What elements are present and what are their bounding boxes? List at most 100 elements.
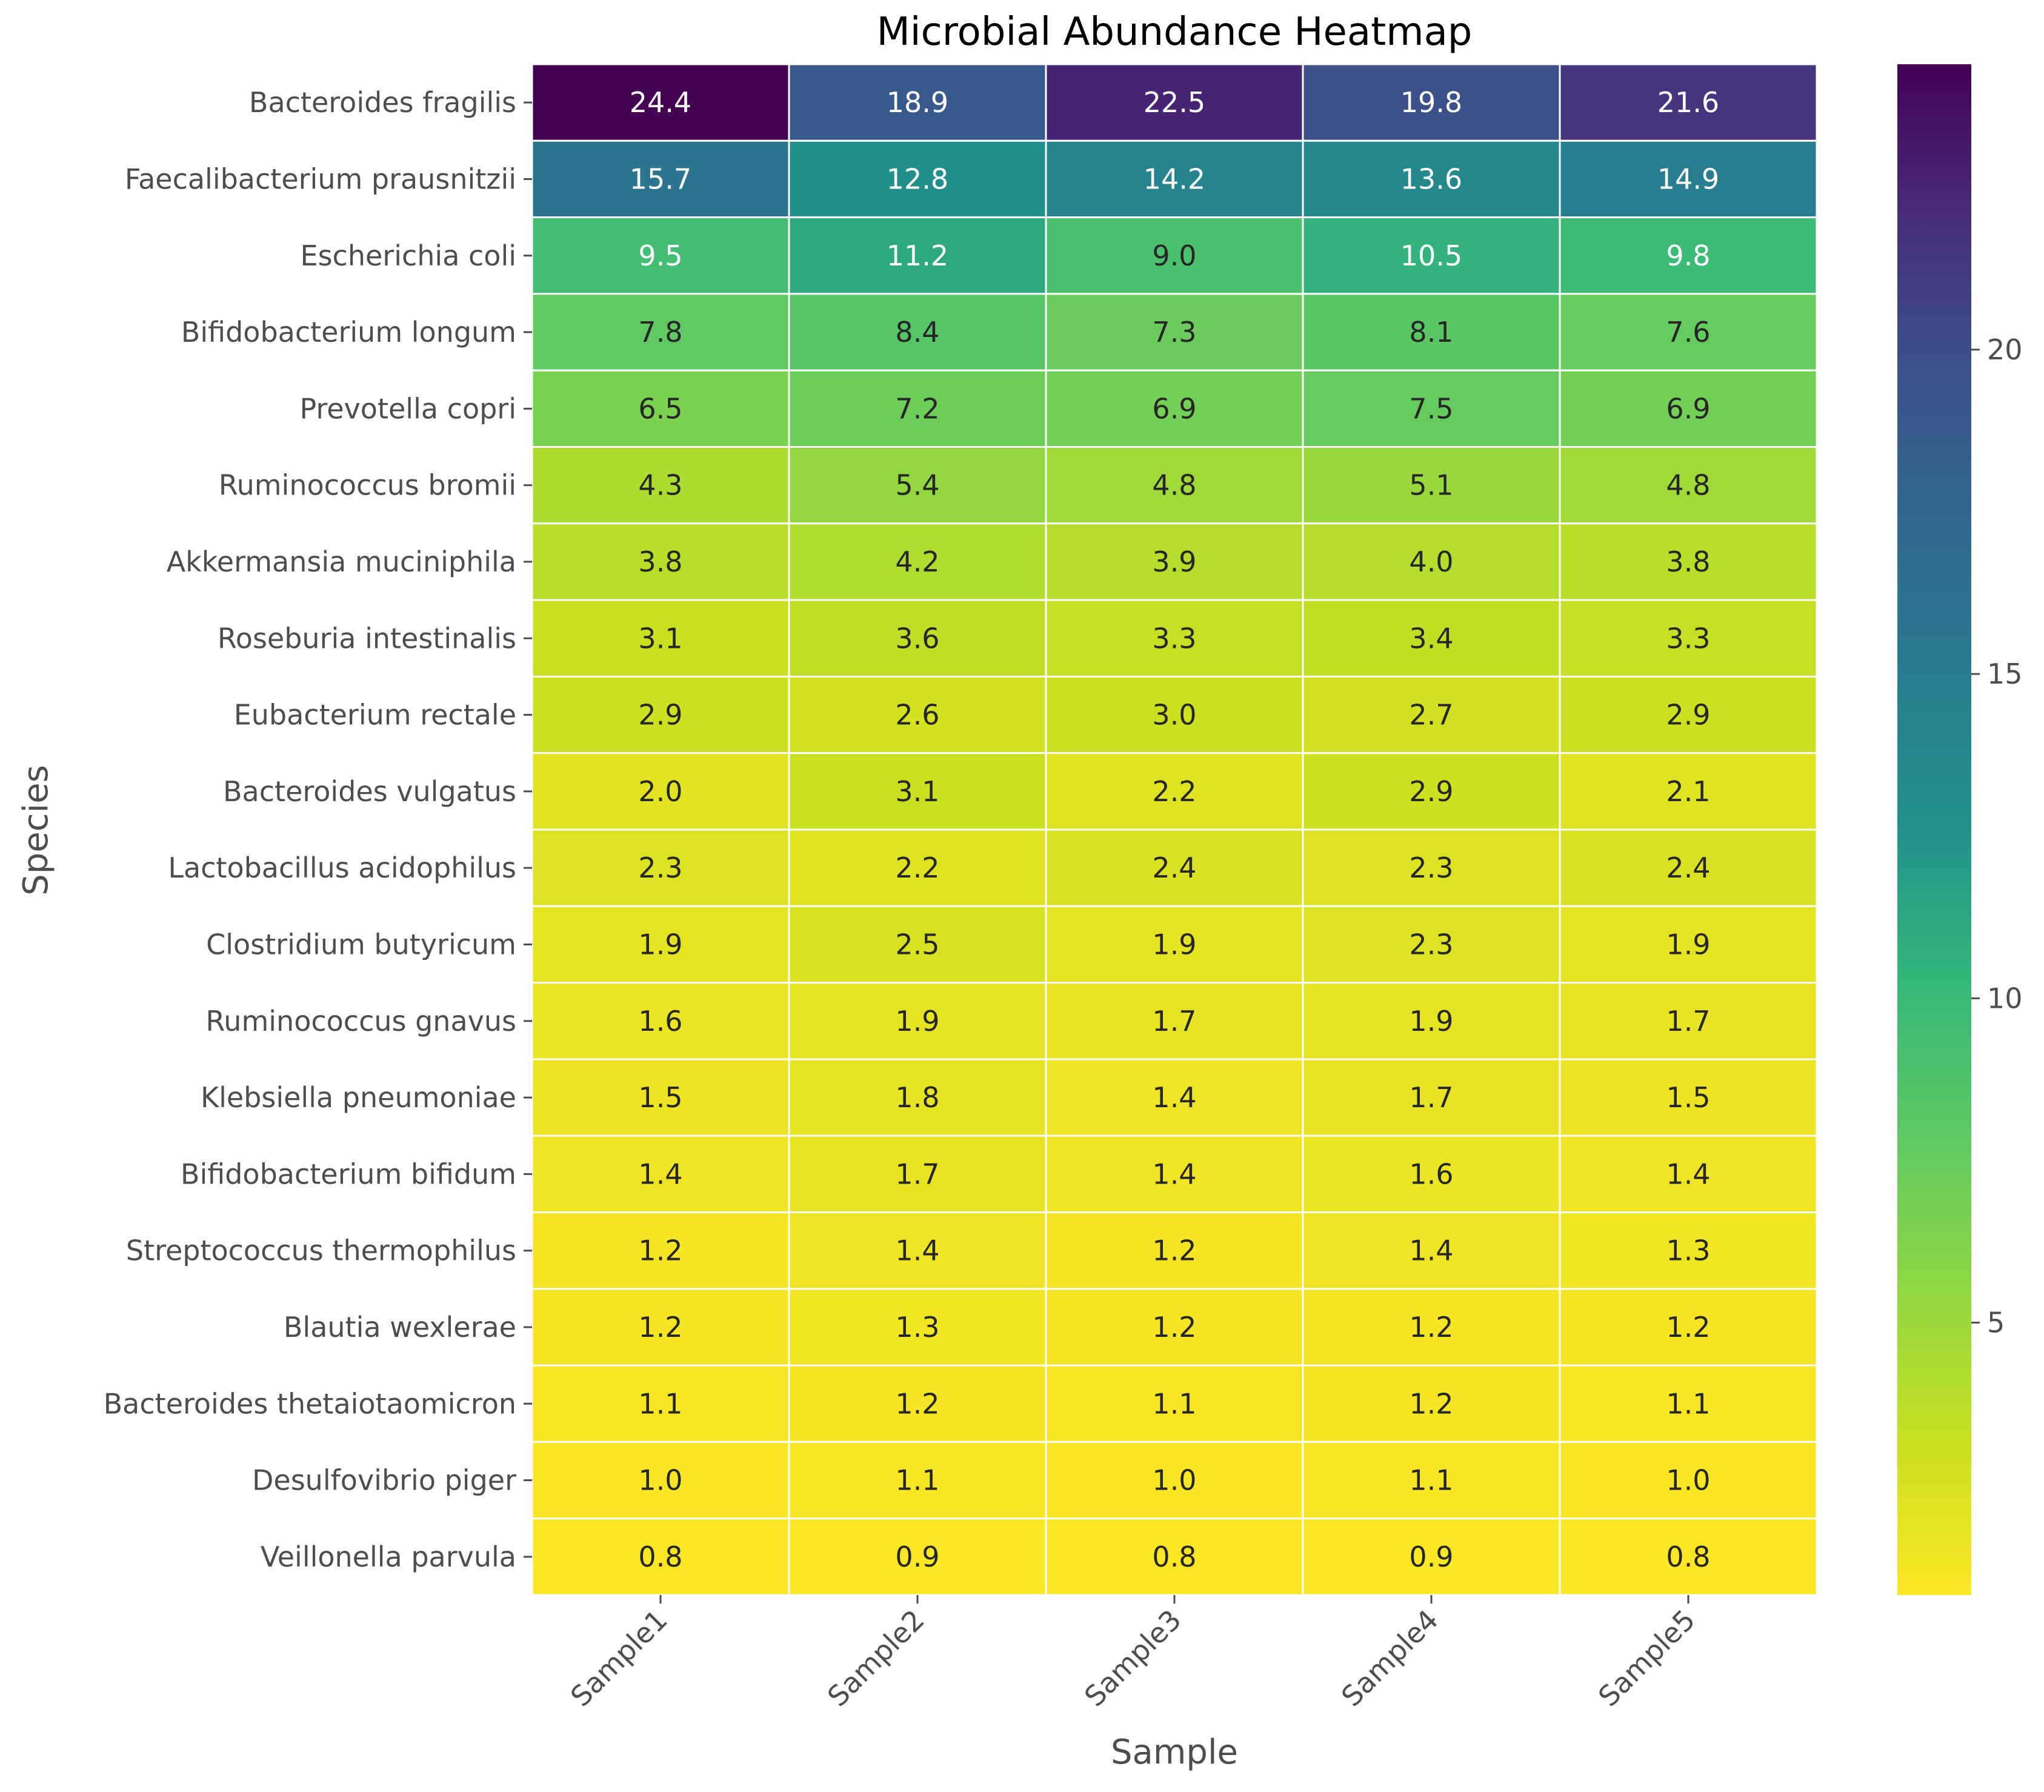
heatmap-cell: [531, 752, 790, 831]
heatmap-cell: [1559, 1058, 1818, 1137]
cell-value-label: 1.6: [1409, 1157, 1453, 1190]
x-tick-label: Sample2: [821, 1604, 931, 1713]
cell-value-label: 2.5: [895, 928, 939, 961]
heatmap-cell: [788, 1058, 1047, 1137]
cell-value-label: 3.8: [1666, 545, 1710, 578]
y-tick-label: Bifidobacterium longum: [181, 316, 516, 348]
cell-value-label: 1.4: [1409, 1234, 1453, 1267]
cell-value-label: 3.4: [1409, 622, 1453, 655]
heatmap-cell: [788, 63, 1047, 142]
heatmap-cell: [1302, 1441, 1561, 1520]
cell-value-label: 1.1: [638, 1387, 682, 1420]
heatmap-cell: [1302, 752, 1561, 831]
cell-value-label: 1.9: [1409, 1005, 1453, 1038]
cell-value-label: 1.2: [638, 1311, 682, 1344]
cell-value-label: 2.2: [895, 851, 939, 884]
cell-value-label: 8.4: [895, 316, 939, 348]
cell-value-label: 2.1: [1666, 775, 1710, 808]
heatmap-cell: [1302, 1288, 1561, 1367]
y-tick-label: Bifidobacterium bifidum: [181, 1157, 516, 1190]
heatmap-cell: [1302, 982, 1561, 1061]
cell-value-label: 2.4: [1152, 851, 1196, 884]
heatmap-cell: [531, 982, 790, 1061]
colorbar-tick-label: 15: [1987, 658, 2023, 690]
heatmap-cell: [1045, 369, 1304, 448]
cell-value-label: 1.2: [1666, 1311, 1710, 1344]
cell-value-label: 2.7: [1409, 699, 1453, 731]
cell-value-label: 1.2: [895, 1387, 939, 1420]
x-axis-label: Sample: [1111, 1733, 1238, 1772]
cell-value-label: 3.6: [895, 622, 939, 655]
y-tick-label: Klebsiella pneumoniae: [201, 1081, 516, 1114]
x-tick-label: Sample4: [1335, 1604, 1445, 1713]
cell-value-label: 3.8: [638, 545, 682, 578]
cell-value-label: 1.1: [1152, 1387, 1196, 1420]
chart-title: Microbial Abundance Heatmap: [877, 10, 1473, 55]
y-tick-label: Desulfovibrio piger: [252, 1464, 516, 1497]
y-tick-label: Veillonella parvula: [261, 1541, 516, 1573]
heatmap-cell: [788, 1441, 1047, 1520]
heatmap-cell: [788, 369, 1047, 448]
heatmap-cell: [1559, 1364, 1818, 1443]
heatmap-cell: [531, 905, 790, 984]
cell-value-label: 0.9: [895, 1541, 939, 1573]
cell-value-label: 3.3: [1666, 622, 1710, 655]
cell-value-label: 1.7: [895, 1157, 939, 1190]
cell-value-label: 6.9: [1152, 392, 1196, 425]
cell-value-label: 9.8: [1666, 239, 1710, 272]
cell-value-label: 12.8: [887, 162, 948, 195]
cell-value-label: 1.8: [895, 1081, 939, 1114]
heatmap-cell: [788, 1134, 1047, 1213]
cell-value-label: 1.2: [1152, 1234, 1196, 1267]
cell-value-label: 13.6: [1400, 162, 1462, 195]
heatmap-cell: [1045, 675, 1304, 754]
y-tick-label: Clostridium butyricum: [206, 928, 516, 961]
cell-value-label: 14.2: [1144, 162, 1205, 195]
heatmap-cell: [1045, 1211, 1304, 1290]
heatmap-cell: [1045, 599, 1304, 678]
cell-value-label: 1.9: [1666, 928, 1710, 961]
cell-value-label: 4.8: [1152, 469, 1196, 502]
cell-value-label: 6.9: [1666, 392, 1710, 425]
heatmap-cell: [531, 522, 790, 601]
heatmap-cell: [1045, 1058, 1304, 1137]
cell-value-label: 1.1: [895, 1464, 939, 1497]
cell-value-label: 7.6: [1666, 316, 1710, 348]
cell-value-label: 4.8: [1666, 469, 1710, 502]
cell-value-label: 1.4: [1152, 1157, 1196, 1190]
heatmap-cells: [531, 63, 1818, 1596]
heatmap-cell: [531, 1441, 790, 1520]
cell-value-label: 7.5: [1409, 392, 1453, 425]
y-tick-label: Akkermansia muciniphila: [167, 545, 516, 578]
cell-value-label: 2.9: [1409, 775, 1453, 808]
cell-value-label: 14.9: [1657, 162, 1719, 195]
cell-value-label: 1.3: [895, 1311, 939, 1344]
cell-value-label: 4.2: [895, 545, 939, 578]
cell-value-label: 1.5: [638, 1081, 682, 1114]
cell-value-label: 2.9: [638, 699, 682, 731]
y-tick-label: Streptococcus thermophilus: [126, 1234, 516, 1267]
heatmap-cell: [1045, 752, 1304, 831]
cell-value-label: 2.4: [1666, 851, 1710, 884]
heatmap-cell: [1559, 369, 1818, 448]
heatmap-cell: [1559, 599, 1818, 678]
cell-value-label: 1.4: [1666, 1157, 1710, 1190]
cell-value-label: 1.5: [1666, 1081, 1710, 1114]
x-tick-label: Sample5: [1592, 1604, 1702, 1713]
heatmap-cell: [1045, 828, 1304, 907]
cell-value-label: 6.5: [638, 392, 682, 425]
cell-value-label: 2.9: [1666, 699, 1710, 731]
heatmap-cell: [1559, 828, 1818, 907]
cell-value-label: 1.7: [1666, 1005, 1710, 1038]
colorbar-tick-label: 5: [1987, 1306, 2005, 1339]
heatmap-cell: [1302, 828, 1561, 907]
heatmap-cell: [1045, 1517, 1304, 1596]
cell-value-label: 0.8: [638, 1541, 682, 1573]
heatmap-cell: [788, 1364, 1047, 1443]
cell-value-label: 2.6: [895, 699, 939, 731]
heatmap-cell: [788, 752, 1047, 831]
heatmap-cell: [1302, 1058, 1561, 1137]
cell-value-label: 0.8: [1666, 1541, 1710, 1573]
heatmap-cell: [1559, 139, 1818, 219]
